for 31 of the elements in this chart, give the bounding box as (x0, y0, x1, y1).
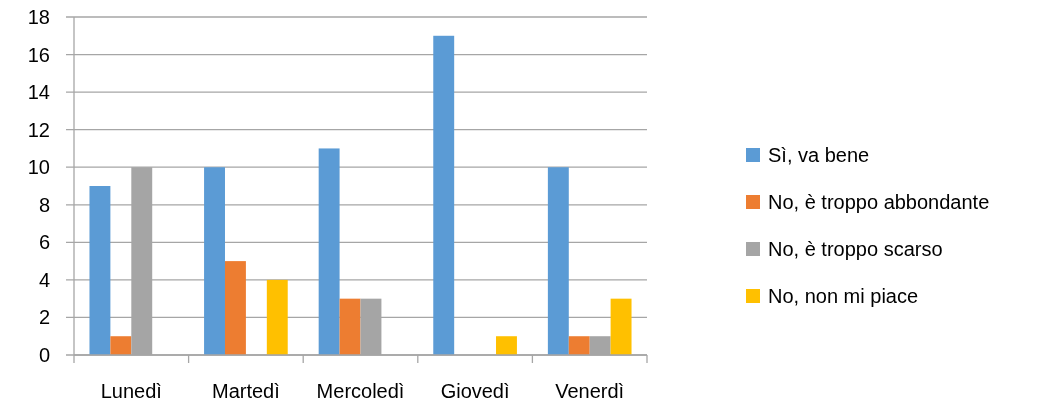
bar (339, 298, 361, 355)
bar (496, 336, 517, 355)
x-tick-label: Lunedì (100, 380, 162, 402)
x-tick-label: Mercoledì (316, 380, 405, 402)
x-tick-label: Venerdì (555, 380, 625, 402)
bar (204, 167, 225, 355)
y-tick-label: 12 (27, 118, 50, 141)
x-tick-label: Giovedì (440, 380, 510, 402)
y-tick-label: 0 (38, 344, 50, 366)
y-tick-label: 2 (38, 306, 50, 329)
y-tick-label: 16 (27, 43, 50, 66)
bar (547, 167, 569, 355)
bar (110, 336, 132, 355)
y-tick-label: 6 (38, 231, 50, 254)
bar (610, 298, 632, 355)
legend-label: No, è troppo scarso (768, 238, 943, 260)
legend-label: No, è troppo abbondante (768, 191, 990, 213)
bar (224, 261, 246, 355)
bar (318, 148, 340, 355)
y-tick-label: 4 (38, 268, 50, 291)
y-tick-label: 18 (27, 6, 50, 28)
y-tick-label: 8 (38, 193, 50, 216)
legend-label: No, non mi piace (768, 285, 919, 307)
bar (89, 186, 111, 355)
y-tick-label: 14 (27, 81, 50, 104)
bar (433, 35, 455, 355)
y-tick-label: 10 (27, 156, 50, 179)
bar (266, 279, 288, 355)
x-tick-label: Martedì (211, 380, 280, 402)
legend-label: Sì, va bene (768, 144, 870, 166)
bar (568, 336, 590, 355)
